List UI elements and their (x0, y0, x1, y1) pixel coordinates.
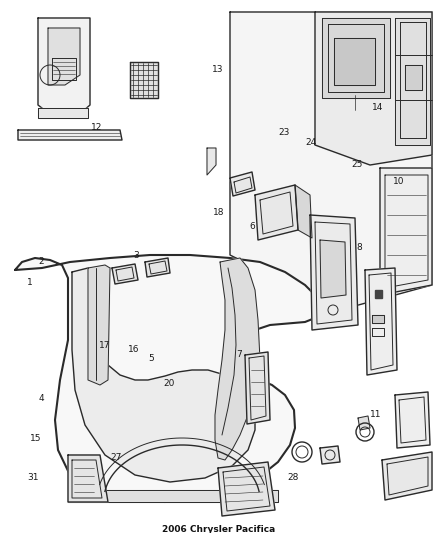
Text: 16: 16 (128, 345, 139, 353)
Polygon shape (358, 416, 370, 430)
Text: 25: 25 (351, 160, 363, 168)
Polygon shape (72, 268, 255, 482)
Polygon shape (310, 215, 358, 330)
Polygon shape (365, 268, 397, 375)
Polygon shape (334, 38, 375, 85)
Polygon shape (38, 108, 88, 118)
Text: 4: 4 (39, 394, 44, 403)
Polygon shape (375, 290, 382, 298)
Polygon shape (395, 18, 430, 145)
Polygon shape (218, 462, 275, 516)
Polygon shape (68, 490, 278, 502)
Polygon shape (380, 168, 432, 295)
Polygon shape (38, 18, 90, 118)
Polygon shape (372, 315, 384, 323)
Polygon shape (207, 148, 216, 175)
Polygon shape (230, 172, 255, 196)
Text: 3: 3 (133, 252, 139, 260)
Text: 27: 27 (110, 453, 122, 462)
Text: 8: 8 (356, 244, 362, 252)
Polygon shape (18, 130, 122, 140)
Text: 31: 31 (27, 473, 39, 481)
Text: 10: 10 (393, 177, 404, 185)
Text: 18: 18 (213, 208, 225, 216)
Polygon shape (15, 255, 315, 502)
Text: 12: 12 (91, 124, 102, 132)
Text: 5: 5 (148, 354, 154, 362)
Polygon shape (245, 352, 270, 424)
Polygon shape (382, 452, 432, 500)
Text: 1: 1 (27, 278, 33, 287)
Polygon shape (68, 455, 108, 502)
Polygon shape (215, 258, 260, 460)
Polygon shape (395, 392, 430, 448)
Polygon shape (322, 18, 390, 98)
Text: 20: 20 (163, 379, 174, 388)
Text: 11: 11 (370, 410, 381, 419)
Polygon shape (295, 185, 312, 238)
Polygon shape (320, 446, 340, 464)
Polygon shape (255, 185, 298, 240)
Text: 28: 28 (287, 473, 298, 481)
Text: 7: 7 (236, 350, 242, 359)
Polygon shape (405, 65, 422, 90)
Text: 13: 13 (212, 65, 224, 74)
Text: 6: 6 (249, 222, 255, 231)
Text: 23: 23 (278, 128, 290, 136)
Text: 2: 2 (39, 257, 44, 265)
Text: 15: 15 (30, 434, 42, 442)
Polygon shape (130, 62, 158, 98)
Text: 14: 14 (372, 103, 383, 112)
Text: 2006 Chrysler Pacifica
Panels - Rear Quarter: 2006 Chrysler Pacifica Panels - Rear Qua… (162, 525, 276, 533)
Polygon shape (320, 240, 346, 298)
Text: 17: 17 (99, 341, 111, 350)
Polygon shape (230, 12, 432, 310)
Polygon shape (112, 264, 138, 284)
Polygon shape (88, 265, 110, 385)
Polygon shape (315, 12, 432, 165)
Polygon shape (48, 28, 80, 85)
Polygon shape (145, 258, 170, 277)
Text: 24: 24 (305, 139, 317, 147)
